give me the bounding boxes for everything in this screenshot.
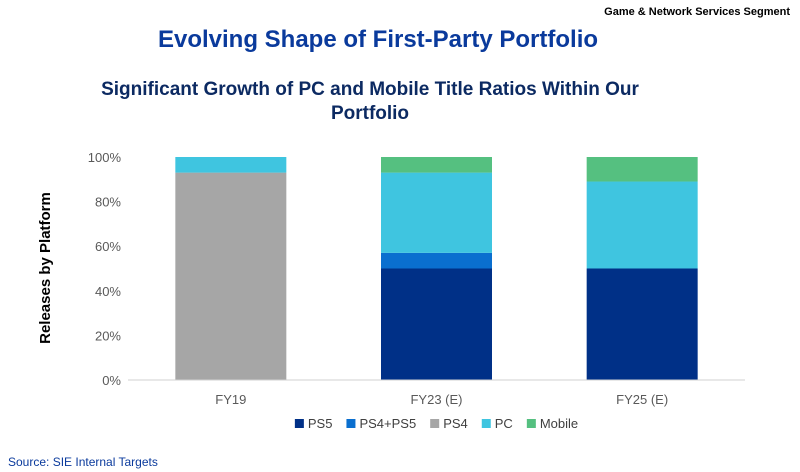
y-axis-title: Releases by Platform xyxy=(37,192,54,344)
legend-label: PS4+PS5 xyxy=(359,416,416,431)
legend-swatch xyxy=(294,419,304,428)
bar-segment-ps5 xyxy=(381,268,492,380)
bar-segment-pc xyxy=(586,181,698,269)
legend-label: Mobile xyxy=(540,416,578,431)
chart-subtitle: Significant Growth of PC and Mobile Titl… xyxy=(101,79,639,124)
legend-item: PS4+PS5 xyxy=(346,416,416,431)
bar-segment-mobile xyxy=(381,157,492,173)
y-tick-label: 40% xyxy=(95,284,121,299)
bar-segment-mobile xyxy=(586,157,698,182)
legend-swatch xyxy=(526,419,536,428)
y-tick-label: 20% xyxy=(95,328,121,343)
y-axis: 0% 20% 40% 60% 80% 100% xyxy=(88,150,122,388)
legend-label: PS5 xyxy=(308,416,333,431)
legend-label: PC xyxy=(495,416,513,431)
y-tick-label: 100% xyxy=(88,150,122,165)
legend-swatch xyxy=(430,419,440,428)
source-note: Source: SIE Internal Targets xyxy=(8,455,158,469)
bars xyxy=(175,157,698,380)
stacked-bar-chart: 0%20%40%60%80%100% FY19 FY23 (E) FY25 (E) … xyxy=(37,150,745,431)
segment-label: Game & Network Services Segment xyxy=(604,6,790,18)
page-title: Evolving Shape of First-Party Portfolio xyxy=(157,26,599,53)
bar-segment-pc xyxy=(381,172,492,253)
y-tick-label: 0% xyxy=(102,373,121,388)
legend-label: PS4 xyxy=(443,416,468,431)
y-tick-label: 80% xyxy=(95,195,121,210)
bar-segment-pc xyxy=(175,157,287,173)
legend-item: Mobile xyxy=(526,416,578,431)
legend-swatch xyxy=(481,419,491,428)
bar-segment-ps5 xyxy=(586,268,698,380)
x-tick-label: FY19 xyxy=(215,392,246,407)
legend-swatch xyxy=(346,419,356,428)
legend-item: PS5 xyxy=(294,416,333,431)
x-tick-label: FY25 (E) xyxy=(616,392,668,407)
bar-segment-ps4-ps5 xyxy=(381,252,492,269)
y-tick-label: 60% xyxy=(95,239,121,254)
bar-segment-ps4 xyxy=(175,172,287,380)
legend: PS5 PS4+PS5 PS4 PC Mobile xyxy=(294,416,578,431)
legend-item: PS4 xyxy=(430,416,468,431)
x-tick-label: FY23 (E) xyxy=(410,392,462,407)
x-axis: FY19 FY23 (E) FY25 (E) xyxy=(215,392,668,407)
legend-item: PC xyxy=(481,416,513,431)
